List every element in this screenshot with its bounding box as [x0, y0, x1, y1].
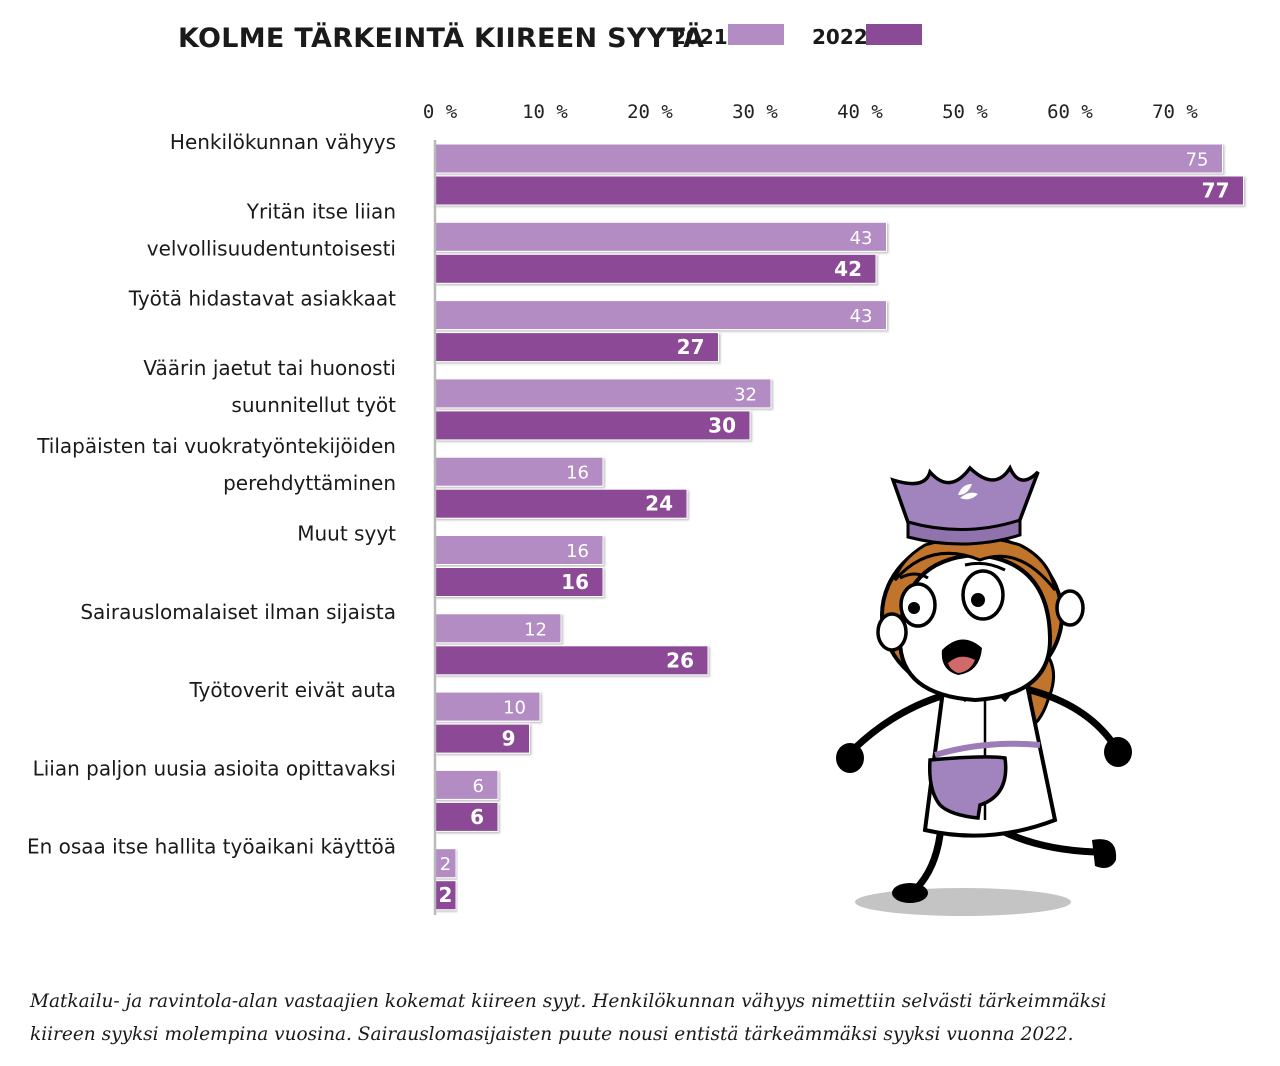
bar-2022	[434, 567, 604, 597]
legend-swatch-2022	[866, 24, 922, 45]
bar-value-label-2022: 6	[470, 805, 484, 829]
bar-2022	[434, 488, 688, 519]
bar-2022	[434, 332, 719, 363]
category-label: Henkilökunnan vähyys	[170, 130, 396, 154]
bar-value-label-2021: 2	[440, 854, 451, 875]
bar-value-label-2022: 26	[666, 648, 694, 672]
bar-value-label-2022: 2	[439, 883, 453, 907]
bar-2021	[434, 300, 887, 331]
x-tick-label: 10 %	[522, 101, 568, 123]
category-label: Muut syyt	[297, 522, 396, 546]
bar-2021	[434, 143, 1223, 174]
category-label: Tilapäisten tai vuokratyöntekijöiden	[36, 434, 396, 458]
chart-title: KOLME TÄRKEINTÄ KIIREEN SYYTÄ	[178, 22, 704, 54]
category-label: Yritän itse liian	[246, 199, 396, 223]
bar-2021	[434, 456, 604, 487]
category-label: Työtoverit eivät auta	[188, 678, 396, 702]
x-axis-ticks: 0 % 10 % 20 % 30 % 40 % 50 % 60 % 70 %	[423, 101, 1199, 123]
bar-2021	[434, 613, 562, 644]
chart-legend: 2021 2022	[672, 24, 922, 49]
x-tick-label: 30 %	[732, 101, 778, 123]
category-label: En osaa itse hallita työaikani käyttöä	[27, 835, 396, 859]
bar-2022	[434, 175, 1244, 206]
bar-value-label-2021: 16	[566, 463, 589, 484]
bar-chart: KOLME TÄRKEINTÄ KIIREEN SYYTÄ 2021 2022 0…	[27, 22, 1244, 916]
legend-swatch-2021	[728, 24, 784, 45]
bar-value-label-2021: 12	[524, 619, 547, 640]
bar-value-label-2022: 27	[677, 335, 705, 359]
x-tick-label: 0 %	[423, 101, 458, 123]
bar-value-label-2021: 10	[503, 698, 526, 719]
bar-value-label-2021: 43	[850, 306, 873, 327]
x-tick-label: 60 %	[1047, 101, 1093, 123]
bar-value-label-2022: 42	[834, 257, 862, 281]
bar-value-label-2021: 32	[734, 384, 757, 405]
bar-value-label-2021: 16	[566, 541, 589, 562]
bar-2022	[434, 801, 499, 832]
bar-value-label-2022: 30	[708, 413, 736, 437]
bar-value-label-2022: 16	[561, 570, 589, 594]
bar-2021	[434, 769, 499, 800]
bar-2021	[434, 378, 772, 409]
bar-2021	[434, 221, 887, 252]
bar-series: 75 43 43 32 16 16 12 10 6 2 77 42 27 30 24 16 26 9 6 2	[434, 143, 1244, 911]
bar-value-label-2022: 77	[1202, 179, 1230, 203]
chart-caption: Matkailu- ja ravintola-alan vastaajien k…	[30, 991, 1107, 1045]
category-labels: Henkilökunnan vähyys Yritän itse liian vel…	[27, 130, 396, 859]
category-label: Väärin jaetut tai huonosti	[143, 356, 396, 380]
x-tick-label: 40 %	[837, 101, 883, 123]
bar-value-label-2021: 43	[850, 228, 873, 249]
category-label: Liian paljon uusia asioita opittavaksi	[33, 756, 396, 780]
bar-value-label-2021: 75	[1186, 150, 1209, 171]
bar-2022	[434, 410, 751, 441]
legend-label-2022: 2022	[812, 25, 868, 49]
x-tick-label: 50 %	[942, 101, 988, 123]
bar-value-label-2022: 24	[645, 492, 673, 516]
waitress-illustration	[836, 464, 1132, 916]
x-tick-label: 20 %	[627, 101, 673, 123]
category-label: Työtä hidastavat asiakkaat	[128, 287, 396, 311]
legend-label-2021: 2021	[672, 25, 728, 49]
bar-value-label-2022: 9	[502, 727, 516, 751]
category-label: perehdyttäminen	[223, 471, 396, 495]
bar-2021	[434, 535, 604, 565]
bar-value-label-2021: 6	[473, 776, 484, 797]
x-tick-label: 70 %	[1152, 101, 1198, 123]
bar-2022	[434, 253, 877, 284]
category-label: Sairauslomalaiset ilman sijaista	[80, 600, 396, 624]
bar-2021	[434, 691, 541, 722]
category-label: velvollisuudentuntoisesti	[147, 236, 396, 260]
category-label: suunnitellut työt	[231, 393, 396, 417]
